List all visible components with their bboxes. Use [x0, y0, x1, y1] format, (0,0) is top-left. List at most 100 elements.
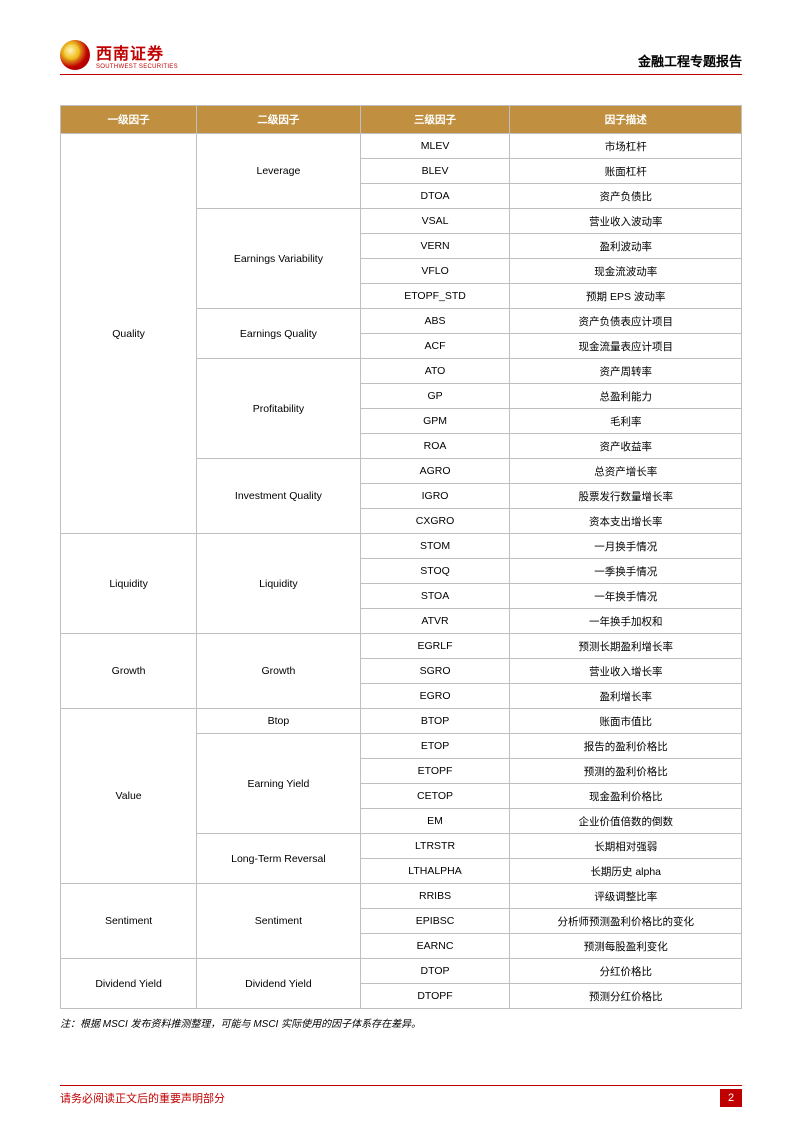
cell-desc: 一月换手情况 — [510, 534, 742, 559]
cell-level2: Investment Quality — [197, 459, 360, 534]
page-container: 西南证券 SOUTHWEST SECURITIES 金融工程专题报告 一级因子 … — [0, 0, 802, 1133]
cell-desc: 预测每股盈利变化 — [510, 934, 742, 959]
cell-level2: Sentiment — [197, 884, 360, 959]
cell-desc: 市场杠杆 — [510, 134, 742, 159]
cell-level3: RRIBS — [360, 884, 510, 909]
table-note: 注：根据 MSCI 发布资料推测整理，可能与 MSCI 实际使用的因子体系存在差… — [60, 1015, 742, 1030]
cell-level3: VERN — [360, 234, 510, 259]
cell-desc: 预测长期盈利增长率 — [510, 634, 742, 659]
cell-desc: 现金流量表应计项目 — [510, 334, 742, 359]
table-header: 一级因子 二级因子 三级因子 因子描述 — [61, 106, 742, 134]
cell-level2: Earnings Quality — [197, 309, 360, 359]
cell-desc: 营业收入波动率 — [510, 209, 742, 234]
cell-level3: EPIBSC — [360, 909, 510, 934]
cell-level2: Earning Yield — [197, 734, 360, 834]
cell-desc: 资本支出增长率 — [510, 509, 742, 534]
cell-desc: 报告的盈利价格比 — [510, 734, 742, 759]
cell-desc: 毛利率 — [510, 409, 742, 434]
cell-desc: 账面杠杆 — [510, 159, 742, 184]
cell-level3: STOM — [360, 534, 510, 559]
logo-cn-text: 西南证券 — [96, 40, 178, 64]
cell-level1: Growth — [61, 634, 197, 709]
cell-desc: 一年换手情况 — [510, 584, 742, 609]
table-row: QualityLeverageMLEV市场杠杆 — [61, 134, 742, 159]
cell-desc: 盈利波动率 — [510, 234, 742, 259]
cell-level2: Long-Term Reversal — [197, 834, 360, 884]
table-row: LiquidityLiquiditySTOM一月换手情况 — [61, 534, 742, 559]
cell-level2: Earnings Variability — [197, 209, 360, 309]
cell-level1: Value — [61, 709, 197, 884]
cell-level3: SGRO — [360, 659, 510, 684]
cell-level3: ACF — [360, 334, 510, 359]
cell-level3: CXGRO — [360, 509, 510, 534]
cell-level1: Sentiment — [61, 884, 197, 959]
cell-desc: 分红价格比 — [510, 959, 742, 984]
cell-desc: 股票发行数量增长率 — [510, 484, 742, 509]
cell-level3: ROA — [360, 434, 510, 459]
cell-level3: STOA — [360, 584, 510, 609]
factor-table: 一级因子 二级因子 三级因子 因子描述 QualityLeverageMLEV市… — [60, 105, 742, 1009]
page-header: 西南证券 SOUTHWEST SECURITIES 金融工程专题报告 — [60, 40, 742, 75]
cell-level2: Btop — [197, 709, 360, 734]
th-desc: 因子描述 — [510, 106, 742, 134]
table-row: ValueBtopBTOP账面市值比 — [61, 709, 742, 734]
cell-desc: 现金流波动率 — [510, 259, 742, 284]
cell-level2: Profitability — [197, 359, 360, 459]
cell-level2: Liquidity — [197, 534, 360, 634]
cell-level3: ATVR — [360, 609, 510, 634]
cell-level3: VFLO — [360, 259, 510, 284]
cell-level3: STOQ — [360, 559, 510, 584]
cell-desc: 长期相对强弱 — [510, 834, 742, 859]
cell-level3: LTHALPHA — [360, 859, 510, 884]
cell-desc: 总盈利能力 — [510, 384, 742, 409]
page-footer: 请务必阅读正文后的重要声明部分 2 — [60, 1085, 742, 1107]
th-level1: 一级因子 — [61, 106, 197, 134]
cell-level3: GPM — [360, 409, 510, 434]
cell-level2: Dividend Yield — [197, 959, 360, 1009]
cell-level3: DTOPF — [360, 984, 510, 1009]
cell-desc: 盈利增长率 — [510, 684, 742, 709]
cell-desc: 总资产增长率 — [510, 459, 742, 484]
cell-level3: AGRO — [360, 459, 510, 484]
footer-text: 请务必阅读正文后的重要声明部分 — [60, 1090, 225, 1106]
cell-level3: ETOPF_STD — [360, 284, 510, 309]
cell-level3: ABS — [360, 309, 510, 334]
cell-desc: 预期 EPS 波动率 — [510, 284, 742, 309]
cell-level2: Growth — [197, 634, 360, 709]
cell-level3: VSAL — [360, 209, 510, 234]
cell-desc: 长期历史 alpha — [510, 859, 742, 884]
cell-level3: IGRO — [360, 484, 510, 509]
cell-desc: 资产收益率 — [510, 434, 742, 459]
cell-level3: ATO — [360, 359, 510, 384]
cell-level3: EGRO — [360, 684, 510, 709]
cell-desc: 一年换手加权和 — [510, 609, 742, 634]
cell-level3: LTRSTR — [360, 834, 510, 859]
cell-level3: CETOP — [360, 784, 510, 809]
cell-desc: 资产负债表应计项目 — [510, 309, 742, 334]
cell-desc: 资产周转率 — [510, 359, 742, 384]
cell-desc: 预测的盈利价格比 — [510, 759, 742, 784]
cell-desc: 营业收入增长率 — [510, 659, 742, 684]
cell-level1: Dividend Yield — [61, 959, 197, 1009]
cell-desc: 评级调整比率 — [510, 884, 742, 909]
cell-desc: 账面市值比 — [510, 709, 742, 734]
table-body: QualityLeverageMLEV市场杠杆BLEV账面杠杆DTOA资产负债比… — [61, 134, 742, 1009]
cell-level3: ETOPF — [360, 759, 510, 784]
cell-level3: DTOA — [360, 184, 510, 209]
page-number: 2 — [720, 1089, 742, 1107]
cell-level3: EM — [360, 809, 510, 834]
table-row: GrowthGrowthEGRLF预测长期盈利增长率 — [61, 634, 742, 659]
cell-level3: BLEV — [360, 159, 510, 184]
table-row: SentimentSentimentRRIBS评级调整比率 — [61, 884, 742, 909]
cell-level1: Quality — [61, 134, 197, 534]
logo-text-block: 西南证券 SOUTHWEST SECURITIES — [96, 40, 178, 70]
th-level3: 三级因子 — [360, 106, 510, 134]
cell-level3: DTOP — [360, 959, 510, 984]
cell-level3: MLEV — [360, 134, 510, 159]
cell-level3: BTOP — [360, 709, 510, 734]
th-level2: 二级因子 — [197, 106, 360, 134]
logo-en-text: SOUTHWEST SECURITIES — [96, 64, 178, 70]
cell-desc: 现金盈利价格比 — [510, 784, 742, 809]
cell-level3: GP — [360, 384, 510, 409]
cell-level3: EARNC — [360, 934, 510, 959]
